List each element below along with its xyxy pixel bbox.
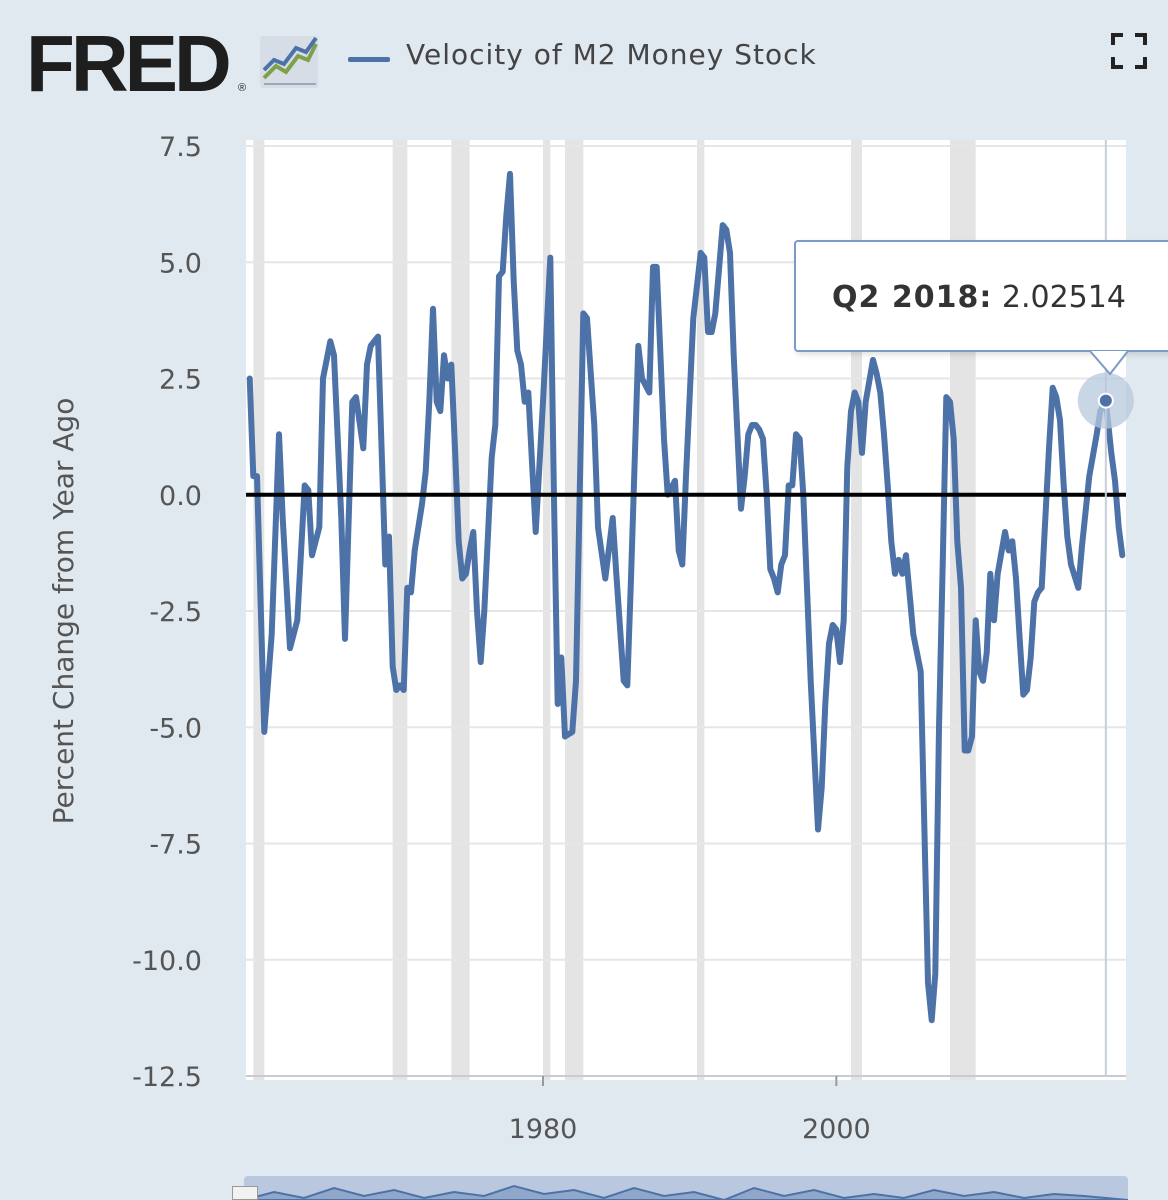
tooltip-value: 2.02514 (1001, 280, 1126, 315)
y-tick-label: 5.0 (159, 248, 202, 279)
chart-header: FRED ® Velocity of M2 Money Stock (0, 0, 1168, 130)
highlight-point[interactable] (1097, 392, 1114, 409)
fullscreen-expand-icon[interactable] (1110, 32, 1148, 70)
navigator-handle-left[interactable] (232, 1186, 258, 1200)
y-axis-ticks: 7.5 5.0 2.5 0.0 -2.5 -5.0 -7.5 -10.0 -12.5 (132, 132, 202, 1093)
data-tooltip: Q2 2018: 2.02514 (794, 240, 1168, 352)
range-navigator[interactable] (244, 1176, 1128, 1200)
x-tick-label: 2000 (802, 1114, 871, 1145)
y-tick-label: -5.0 (149, 713, 202, 744)
y-tick-label: -2.5 (149, 597, 202, 628)
y-tick-label: 2.5 (159, 365, 202, 396)
series-group (246, 170, 1126, 1024)
navigator-series (244, 1184, 1128, 1200)
y-tick-label: 7.5 (159, 132, 202, 163)
tooltip-pointer (1090, 350, 1129, 376)
legend-swatch (348, 57, 390, 62)
line-chart-icon (260, 36, 318, 88)
fred-logo[interactable]: FRED (26, 19, 232, 108)
y-tick-label: -10.0 (132, 946, 202, 977)
x-tick-label: 1980 (509, 1114, 578, 1145)
y-tick-label: 0.0 (159, 481, 202, 512)
tooltip-text: Q2 2018: 2.02514 (832, 280, 1126, 315)
x-axis-ticks: 1980 2000 (509, 1076, 871, 1145)
y-axis-title: Percent Change from Year Ago (47, 398, 80, 825)
tooltip-period: Q2 2018: (832, 280, 993, 315)
y-tick-label: -12.5 (132, 1062, 202, 1093)
series-line-0 (246, 170, 1126, 1024)
registered-mark: ® (238, 82, 247, 94)
legend-series-label[interactable]: Velocity of M2 Money Stock (406, 38, 817, 71)
y-tick-label: -7.5 (149, 830, 202, 861)
